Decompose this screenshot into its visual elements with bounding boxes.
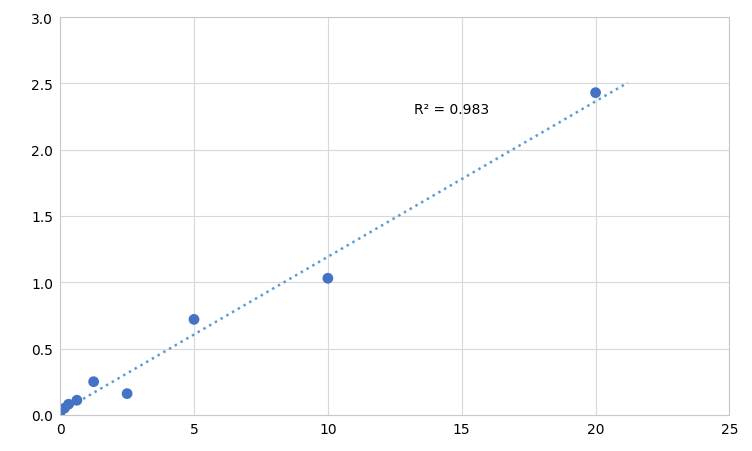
Point (54, 409, 66, 416)
Point (71, 397, 83, 404)
Point (59, 405, 71, 412)
Point (590, 90, 602, 97)
Point (62, 401, 74, 408)
Point (87, 378, 99, 386)
Point (188, 316, 200, 323)
Point (121, 390, 133, 397)
Text: R² = 0.983: R² = 0.983 (414, 102, 489, 116)
Point (322, 275, 334, 282)
